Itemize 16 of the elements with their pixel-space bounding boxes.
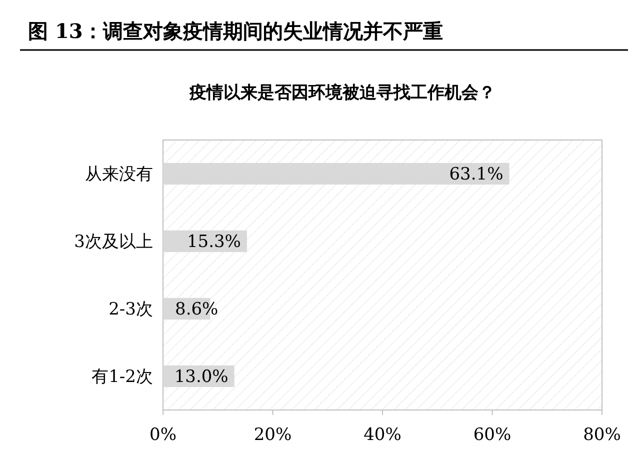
x-tick-label: 80% [583, 425, 621, 445]
x-tick-label: 60% [473, 425, 512, 445]
x-tick-label: 0% [150, 425, 176, 445]
y-tick-label: 3次及以上 [74, 232, 153, 252]
y-tick-label: 从来没有 [85, 164, 153, 185]
chart-title: 图 13：调查对象疫情期间的失业情况并不严重 [28, 19, 443, 43]
data-label: 13.0% [174, 367, 228, 388]
x-tick-label: 20% [254, 425, 292, 445]
x-tick-label: 40% [364, 425, 402, 445]
y-tick-label: 2-3次 [108, 300, 153, 320]
data-label: 15.3% [186, 232, 241, 252]
bar [163, 162, 510, 185]
data-label: 8.6% [175, 300, 218, 320]
y-tick-label: 有1-2次 [92, 367, 153, 388]
chart-subtitle: 疫情以来是否因环境被迫寻找工作机会？ [188, 83, 496, 103]
data-label: 63.1% [449, 164, 504, 185]
